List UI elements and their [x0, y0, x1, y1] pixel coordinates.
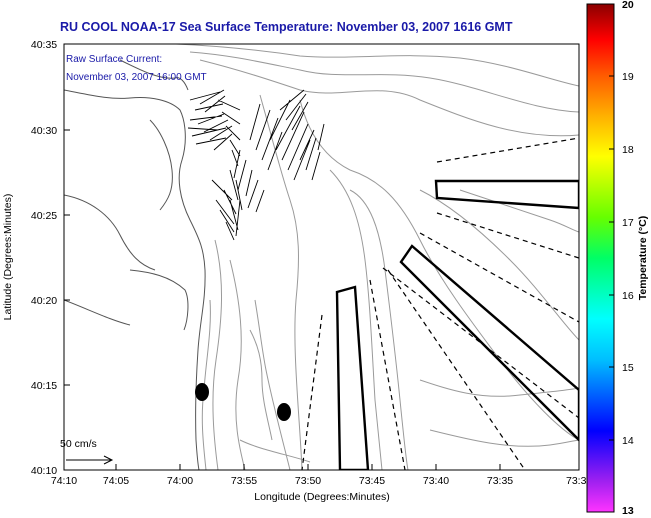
- y-tick-label: 40:15: [31, 380, 57, 392]
- x-tick-label: 74:10: [51, 475, 77, 487]
- x-tick-label: 73:50: [295, 475, 321, 487]
- x-tick-label: 73:3: [566, 475, 587, 487]
- current-vectors: [187, 89, 325, 241]
- coastline: [64, 59, 206, 470]
- x-tick-label: 73:40: [423, 475, 449, 487]
- x-tick-label: 73:45: [359, 475, 385, 487]
- y-tick-label: 40:25: [31, 210, 57, 222]
- x-tick-label: 73:55: [231, 475, 257, 487]
- map-title: RU COOL NOAA-17 Sea Surface Temperature:…: [60, 20, 513, 34]
- plot-frame: [63, 43, 580, 471]
- x-tick-label: 74:05: [103, 475, 129, 487]
- y-tick-label: 40:20: [31, 295, 57, 307]
- current-label-line2: November 03, 2007 16:00 GMT: [66, 72, 207, 83]
- colorbar-ticks: [609, 75, 614, 441]
- colorbar-tick-label: 19: [622, 71, 634, 83]
- colorbar-label: Temperature (°C): [637, 216, 649, 301]
- x-axis-label: Longitude (Degrees:Minutes): [254, 491, 389, 503]
- y-axis-label: Latitude (Degrees:Minutes): [2, 194, 14, 321]
- marker-west: [195, 383, 209, 401]
- y-ticks: [64, 43, 70, 471]
- scale-arrow: [66, 455, 114, 465]
- colorbar-tick-label: 17: [622, 217, 634, 229]
- map-content: [64, 44, 579, 470]
- y-tick-label: 40:10: [31, 465, 57, 477]
- colorbar: [586, 3, 615, 513]
- scale-label: 50 cm/s: [60, 438, 97, 450]
- current-label-line1: Raw Surface Current:: [66, 54, 162, 65]
- colorbar-tick-label: 15: [622, 362, 634, 374]
- colorbar-tick-label: 20: [622, 0, 634, 11]
- colorbar-tick-label: 18: [622, 144, 634, 156]
- x-tick-label: 74:00: [167, 475, 193, 487]
- colorbar-tick-label: 16: [622, 290, 634, 302]
- disposal-zones: [335, 179, 579, 470]
- y-tick-label: 40:35: [31, 39, 57, 51]
- colorbar-tick-label: 13: [622, 505, 634, 517]
- marker-east: [277, 403, 291, 421]
- colorbar-tick-label: 14: [622, 435, 634, 447]
- bathymetry-contours: [175, 44, 579, 470]
- y-tick-label: 40:30: [31, 125, 57, 137]
- x-tick-label: 73:35: [487, 475, 513, 487]
- x-ticks: [63, 464, 501, 470]
- shipping-lanes: [301, 137, 579, 470]
